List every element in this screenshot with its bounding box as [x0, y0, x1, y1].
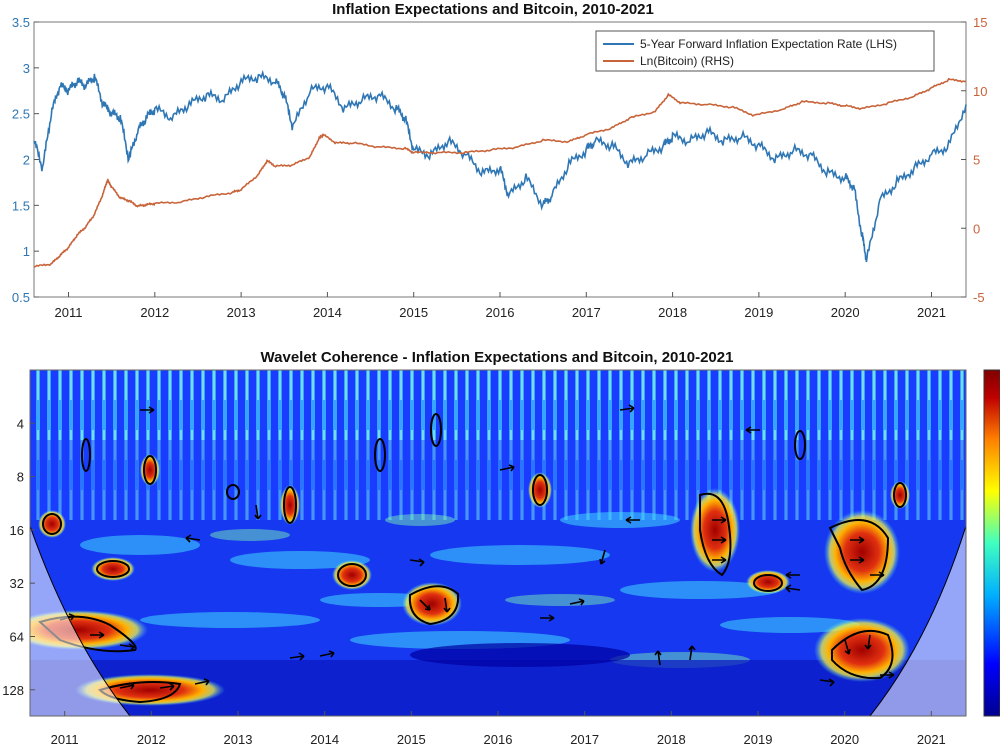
top-left-axis: 0.5 1 1.5 2 2.5 3 3.5	[12, 15, 39, 305]
tick-label-left-0: 0.5	[12, 290, 30, 305]
series-line-rhs	[33, 77, 967, 268]
tick-label-period-0: 4	[17, 416, 24, 431]
tick-label-right-3: 10	[973, 84, 987, 99]
tick-label-x-bottom-4: 2015	[397, 732, 426, 747]
tick-label-left-2: 1.5	[12, 198, 30, 213]
bottom-chart-title: Wavelet Coherence - Inflation Expectatio…	[261, 349, 734, 366]
tick-label-x-bottom-7: 2018	[657, 732, 686, 747]
tick-label-x-top-1: 2012	[140, 305, 169, 320]
tick-label-period-4: 64	[10, 629, 24, 644]
tick-label-x-bottom-3: 2014	[310, 732, 339, 747]
tick-label-x-bottom-8: 2019	[744, 732, 773, 747]
colorbar	[983, 369, 1000, 717]
tick-label-x-top-7: 2018	[658, 305, 687, 320]
tick-label-x-top-2: 2013	[227, 305, 256, 320]
tick-label-x-bottom-6: 2017	[570, 732, 599, 747]
top-chart-title: Inflation Expectations and Bitcoin, 2010…	[332, 1, 654, 18]
tick-label-left-1: 1	[23, 244, 30, 259]
tick-label-period-5: 128	[2, 683, 24, 698]
tick-label-period-2: 16	[10, 523, 24, 538]
legend-label-rhs: Ln(Bitcoin) (RHS)	[640, 54, 734, 68]
tick-label-x-bottom-9: 2020	[830, 732, 859, 747]
top-x-axis: 2011 2012 2013 2014 2015 2016 2017 2018 2019 2020…	[55, 292, 946, 320]
tick-label-x-top-3: 2014	[313, 305, 342, 320]
legend-box	[595, 30, 935, 72]
bottom-x-axis: 2011 2012 2013 2014 2015 2016 2017 2018 2019 2020…	[51, 711, 946, 747]
tick-label-x-top-5: 2016	[486, 305, 515, 320]
tick-label-right-1: 0	[973, 221, 980, 236]
tick-label-x-bottom-5: 2016	[484, 732, 513, 747]
tick-label-right-2: 5	[973, 153, 980, 168]
tick-label-period-3: 32	[10, 576, 24, 591]
tick-label-period-1: 8	[17, 470, 24, 485]
tick-label-left-5: 3	[23, 61, 30, 76]
tick-label-x-bottom-2: 2013	[224, 732, 253, 747]
tick-label-left-6: 3.5	[12, 15, 30, 30]
tick-label-x-top-6: 2017	[572, 305, 601, 320]
tick-label-x-top-8: 2019	[744, 305, 773, 320]
tick-label-x-top-4: 2015	[399, 305, 428, 320]
legend-label-lhs: 5-Year Forward Inflation Expectation Rat…	[640, 37, 897, 51]
wavelet-heatmap	[30, 370, 966, 716]
tick-label-right-4: 15	[973, 15, 987, 30]
tick-label-x-top-10: 2021	[917, 305, 946, 320]
tick-label-x-bottom-0: 2011	[51, 732, 79, 747]
tick-label-right-0: -5	[973, 290, 985, 305]
tick-label-left-4: 2.5	[12, 107, 30, 122]
tick-label-x-top-9: 2020	[831, 305, 860, 320]
series-line-lhs	[33, 69, 967, 263]
bottom-y-axis: 4 8 16 32 64 128	[2, 416, 35, 698]
tick-label-x-bottom-1: 2012	[137, 732, 166, 747]
tick-label-x-top-0: 2011	[55, 305, 83, 320]
top-right-axis: -5 0 5 10 15	[961, 15, 987, 305]
tick-label-x-bottom-10: 2021	[917, 732, 946, 747]
legend: 5-Year Forward Inflation Expectation Rat…	[595, 30, 935, 72]
tick-label-left-3: 2	[23, 153, 30, 168]
